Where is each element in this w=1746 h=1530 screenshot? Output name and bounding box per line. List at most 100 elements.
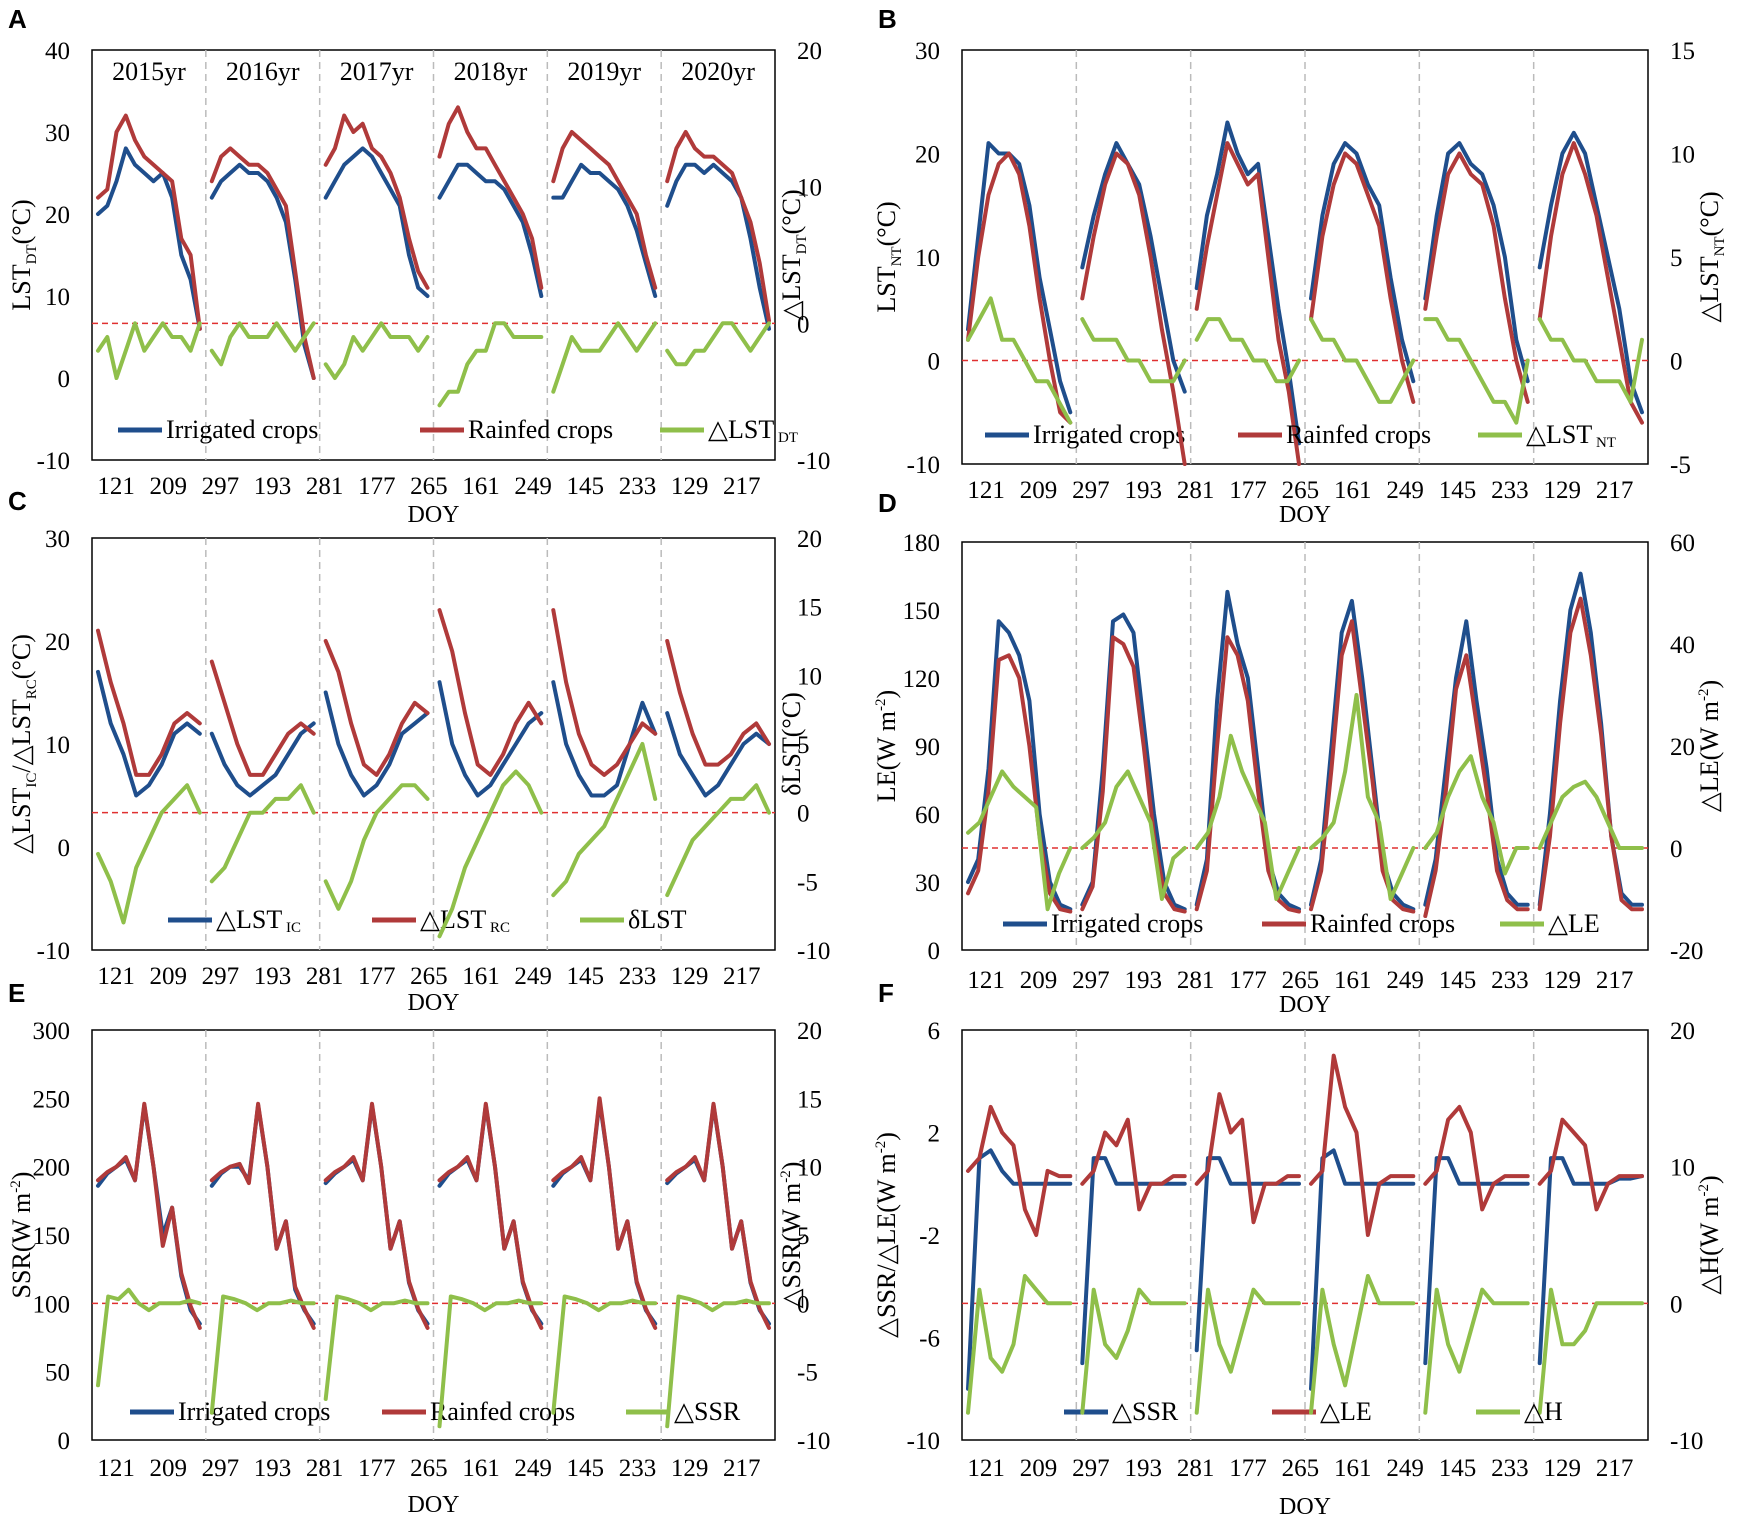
panel-d-xtick: 297	[1072, 967, 1110, 994]
panel-f-xtick: 161	[1334, 1455, 1372, 1482]
panel-f-xtick: 121	[967, 1455, 1005, 1482]
panel-d-series-1-line	[1194, 589, 1301, 912]
panel-d-ytick-right: 60	[1670, 530, 1695, 557]
panel-d-series-2-line	[966, 653, 1073, 914]
panel-e-xtick: 281	[306, 1455, 344, 1482]
panel-a-series-3-line	[551, 321, 658, 394]
panel-a-series-3-line	[96, 321, 202, 380]
panel-f-xtick: 233	[1491, 1455, 1529, 1482]
panel-b-series-3-line	[1423, 317, 1530, 425]
panel-e-xtick: 217	[723, 1455, 761, 1482]
panel-d-ytick-right: 0	[1670, 836, 1683, 863]
panel-e-xtick: 297	[202, 1455, 240, 1482]
panel-e-ytick-left: 150	[33, 1223, 71, 1250]
panel-e-ytick-right: 0	[797, 1291, 810, 1318]
panel-a-letter: A	[8, 4, 27, 34]
panel-c-ytick-right: 15	[797, 595, 822, 622]
panel-f-xtick: 297	[1072, 1455, 1110, 1482]
panel-d-series-3-legend-label: △LE	[1548, 909, 1600, 938]
panel-c-xtick: 281	[306, 963, 344, 990]
panel-e-series-3-line	[437, 1294, 544, 1429]
panel-b-series-1-legend-label: Irrigated crops	[1033, 420, 1185, 449]
panel-e-ytick-right: 15	[797, 1086, 822, 1113]
panel-f-xtick: 265	[1282, 1455, 1320, 1482]
panel-b-ytick-right: 5	[1670, 245, 1683, 272]
panel-f-xtick: 129	[1543, 1455, 1581, 1482]
panel-c-xtick: 161	[462, 963, 500, 990]
panel-a-ylabel-right: △LSTDT(°C)	[777, 189, 810, 320]
panel-a-series-2-line	[551, 130, 658, 290]
panel-c-ytick-left: 10	[45, 732, 70, 759]
panel-e-series-3-line	[323, 1294, 430, 1401]
panel-d-ytick-left: 150	[903, 598, 941, 625]
panel-d-series-2-line	[1537, 596, 1644, 912]
panel-b-xtick: 297	[1072, 477, 1110, 504]
panel-e-ytick-right: 5	[797, 1223, 810, 1250]
panel-b-xtick: 281	[1177, 477, 1215, 504]
panel-d-ytick-left: 60	[915, 802, 940, 829]
panel-f-ylabel: △SSR/△LE(W m-2)	[872, 1132, 901, 1338]
panel-a-xtick: 281	[306, 473, 344, 500]
panel-b-series-2-legend-label: Rainfed crops	[1286, 420, 1431, 449]
panel-a-series-1-legend-label: Irrigated crops	[166, 415, 318, 444]
panel-e-ytick-right: -5	[797, 1360, 818, 1387]
panel-f-series-3-line	[1080, 1287, 1187, 1415]
panel-b-series-2-line	[1423, 151, 1530, 404]
panel-b-series-1-line	[1423, 141, 1530, 384]
panel-a-year-label: 2018yr	[454, 57, 528, 86]
panel-d-ytick-right: 20	[1670, 734, 1695, 761]
panel-d-xtick: 193	[1125, 967, 1163, 994]
panel-c-xtick: 233	[619, 963, 657, 990]
panel-a-xtick: 121	[97, 473, 135, 500]
panel-f-series-2-line	[1537, 1117, 1644, 1212]
panel-c-series-1-line	[209, 721, 316, 798]
panel-a-ytick-left: 20	[45, 202, 70, 229]
panel-d-xtick: 161	[1334, 967, 1372, 994]
panel-d-ytick-left: 120	[903, 666, 941, 693]
panel-e-xtick: 145	[567, 1455, 605, 1482]
panel-e-xtick: 193	[254, 1455, 292, 1482]
panel-a-series-1-line	[96, 146, 202, 331]
panel-d-series-2-legend-label: Rainfed crops	[1310, 909, 1455, 938]
panel-c-series-2-line	[437, 608, 544, 777]
panel-b-xtick: 129	[1543, 477, 1581, 504]
panel-c-series-3-line	[209, 783, 316, 884]
panel-f-series-3-line	[966, 1274, 1073, 1415]
panel-e-series-2-line	[323, 1101, 430, 1330]
panel-a-series-3-legend-label: △LST DT	[708, 415, 798, 446]
panel-b-ytick-left: 20	[915, 142, 940, 169]
panel-c-ytick-left: 20	[45, 629, 70, 656]
panel-f-ytick-left: 2	[928, 1121, 941, 1148]
panel-e-series-2-line	[665, 1101, 771, 1330]
panel-a-ytick-left: 30	[45, 120, 70, 147]
panel-d-ytick-left: 0	[928, 938, 941, 965]
panel-d-series-1-line	[1537, 571, 1644, 907]
panel-a-series-1-line	[665, 162, 771, 331]
panel-b-xtick: 177	[1229, 477, 1267, 504]
panel-c-xtick: 177	[358, 963, 396, 990]
panel-c-xtick: 209	[149, 963, 187, 990]
panel-f-series-2-line	[1194, 1092, 1301, 1225]
panel-c-ylabel: △LSTIC/△LSTRC(°C)	[7, 634, 40, 854]
panel-b-series-2-line	[966, 151, 1073, 425]
panel-a-xtick: 249	[514, 473, 552, 500]
panel-e-ytick-left: 50	[45, 1360, 70, 1387]
panel-a-ytick-left: 0	[58, 366, 71, 393]
panel-b-series-1-line	[966, 141, 1073, 415]
panel-d-xtick: 209	[1020, 967, 1058, 994]
panel-d-ytick-right: 40	[1670, 632, 1695, 659]
panel-e-ytick-right: 10	[797, 1155, 822, 1182]
panel-c-ytick-right: 0	[797, 801, 810, 828]
panel-a-xlabel: DOY	[408, 502, 460, 528]
panel-f-xtick: 281	[1177, 1455, 1215, 1482]
panel-f-series-3-line	[1194, 1287, 1301, 1415]
panel-e-xtick: 209	[149, 1455, 187, 1482]
panel-f-xtick: 249	[1386, 1455, 1424, 1482]
panel-b-xtick: 209	[1020, 477, 1058, 504]
panel-f-series-1-line	[1080, 1156, 1187, 1366]
panel-a-series-1-line	[437, 162, 544, 298]
panel-a-xtick: 161	[462, 473, 500, 500]
panel-a-xtick: 233	[619, 473, 657, 500]
panel-a-ytick-left: -10	[37, 448, 70, 475]
